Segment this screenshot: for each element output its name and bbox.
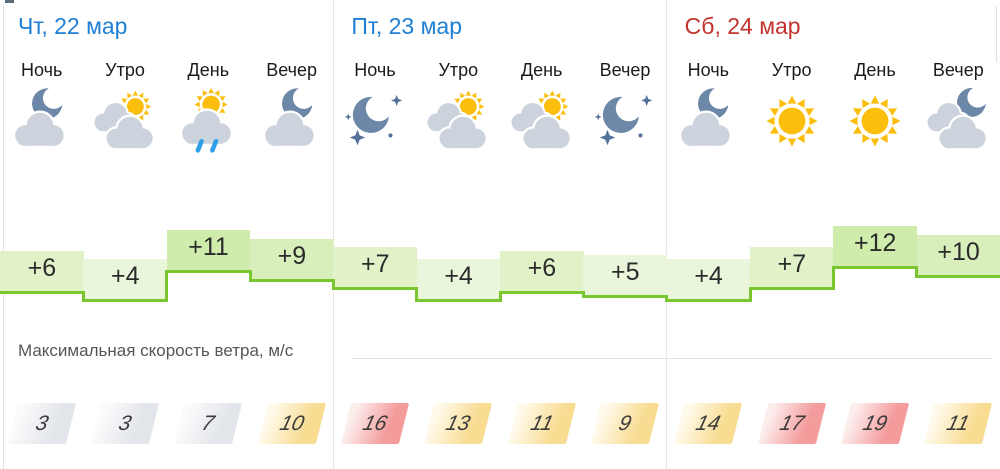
temp-cell: +11 — [166, 230, 251, 273]
day-card-thursday: Чт, 22 мар Ночь Утро День Вечер — [0, 0, 333, 167]
period-label-morning: Утро — [771, 60, 812, 80]
forecast-days: Чт, 22 мар Ночь Утро День Вечер Пт, 23 м… — [0, 0, 1000, 167]
period-label-day: День — [854, 60, 896, 80]
period-label-evening: Вечер — [599, 60, 651, 80]
temp-cell: +4 — [416, 259, 501, 302]
wind-chip: 17 — [757, 403, 826, 444]
temp-cell: +12 — [833, 226, 918, 269]
left-border — [3, 6, 4, 469]
period-label-night: Ночь — [687, 60, 729, 80]
day-title[interactable]: Пт, 23 мар — [351, 13, 462, 39]
period-labels: Ночь Утро День Вечер — [667, 60, 1000, 81]
wind-chip: 16 — [340, 403, 410, 444]
temp-step-connector — [748, 287, 752, 302]
temp-step-connector — [165, 270, 169, 302]
temp-cell: +6 — [500, 251, 584, 294]
temp-cell: +6 — [0, 251, 84, 294]
wind-chip: 19 — [840, 403, 910, 444]
wind-chip: 11 — [507, 403, 576, 444]
temp-cell: +9 — [250, 239, 334, 282]
wind-chip: 3 — [90, 403, 160, 444]
wind-section-label: Максимальная скорость ветра, м/с — [18, 341, 294, 360]
temp-cell: +10 — [916, 235, 1000, 278]
wind-chip: 3 — [7, 403, 76, 444]
temp-step-connector — [248, 270, 252, 282]
period-labels: Ночь Утро День Вечер — [333, 60, 666, 81]
temp-step-connector — [915, 266, 919, 278]
day-separator — [333, 0, 334, 469]
period-label-evening: Вечер — [266, 60, 318, 80]
day-title[interactable]: Чт, 22 мар — [18, 13, 128, 39]
wind-chip: 7 — [174, 403, 243, 444]
period-labels: Ночь Утро День Вечер — [0, 60, 333, 81]
wind-chip: 14 — [674, 403, 743, 444]
screenshot-edge-artifact — [5, 0, 14, 3]
period-label-morning: Утро — [438, 60, 479, 80]
wind-chip: 9 — [590, 403, 660, 444]
period-label-day: День — [520, 60, 563, 80]
period-label-night: Ночь — [20, 60, 63, 80]
day-title[interactable]: Сб, 24 мар — [684, 13, 801, 39]
day-card-friday: Пт, 23 мар Ночь Утро День Вечер — [333, 0, 666, 167]
period-label-evening: Вечер — [932, 60, 984, 80]
temp-cell: +5 — [583, 255, 668, 298]
period-label-day: День — [187, 60, 230, 80]
temp-cell: +4 — [666, 259, 751, 302]
wind-chip: 13 — [424, 403, 493, 444]
temp-step-connector — [331, 279, 335, 290]
temp-step-connector — [415, 287, 419, 302]
wind-chip: 10 — [257, 403, 326, 444]
period-label-night: Ночь — [354, 60, 396, 80]
temp-step-connector — [665, 295, 669, 302]
temp-step-connector — [81, 291, 85, 302]
right-border — [996, 6, 997, 62]
day-separator — [666, 0, 667, 469]
temp-step-connector — [831, 266, 835, 290]
temp-cell: +4 — [83, 259, 168, 302]
wind-section-divider — [352, 358, 993, 359]
temp-step-connector — [581, 291, 585, 298]
wind-chip: 11 — [924, 403, 993, 444]
day-card-saturday: Сб, 24 мар Ночь Утро День Вечер — [667, 0, 1000, 167]
period-label-morning: Утро — [105, 60, 145, 80]
temp-step-connector — [498, 291, 502, 302]
temp-cell: +7 — [750, 247, 834, 290]
temp-cell: +7 — [333, 247, 418, 290]
